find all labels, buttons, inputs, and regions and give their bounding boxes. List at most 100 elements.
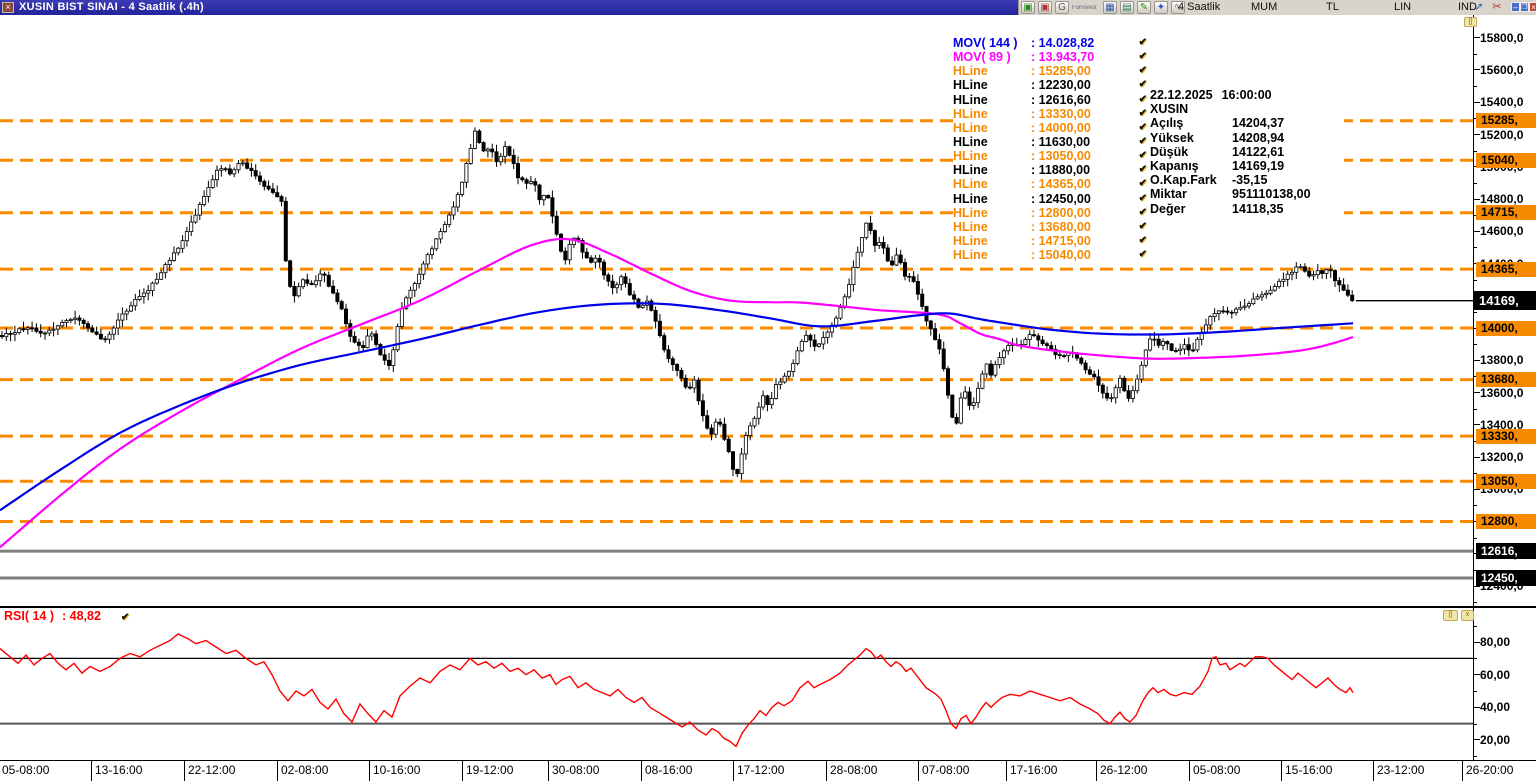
date-axis-label: 17-16:00	[1010, 763, 1058, 777]
axis-tick	[1473, 488, 1480, 490]
quote-value: 14169,19	[1232, 159, 1285, 174]
check-icon[interactable]: ✔	[1138, 235, 1147, 247]
hline-price-tag[interactable]: 13330,	[1476, 428, 1536, 444]
axis-tick	[1473, 706, 1480, 708]
period-selector[interactable]: 4 Saatlik	[1178, 1, 1221, 13]
quote-row: Kapanış 14169,19	[1150, 159, 1344, 173]
pane-divider[interactable]	[0, 606, 1536, 608]
axis-border	[1473, 15, 1474, 760]
check-icon[interactable]: ✔	[1138, 107, 1147, 119]
hline-price-tag[interactable]: 12800,	[1476, 514, 1536, 529]
legend-series-value: : 13050,00	[1031, 149, 1091, 164]
check-icon[interactable]: ✔	[1138, 79, 1147, 91]
price-axis-label: 15600,0	[1480, 62, 1524, 77]
check-icon[interactable]: ✔	[1138, 249, 1147, 261]
price-axis-label: 13200,0	[1480, 450, 1524, 464]
chart-type-selector[interactable]: MUM	[1251, 1, 1278, 13]
quote-value: 14208,94	[1232, 130, 1285, 145]
restore-button[interactable]: ❐	[1520, 2, 1529, 12]
scale-selector[interactable]: LIN	[1394, 1, 1412, 13]
quote-value: 14118,35	[1232, 201, 1284, 216]
quote-value: -35,15	[1232, 173, 1268, 188]
indicator-selector[interactable]: IND	[1458, 1, 1477, 13]
hline-price-tag[interactable]: 14000,	[1476, 320, 1536, 336]
pointer-arrow-icon[interactable]: ➚	[1474, 1, 1484, 13]
currency-selector[interactable]: TL	[1326, 1, 1339, 13]
legend-series-value: : 13.943,70	[1031, 50, 1095, 65]
data-table-icon[interactable]: ▦	[1103, 1, 1117, 14]
date-axis-label: 13-16:00	[95, 763, 143, 777]
check-icon[interactable]: ✔	[1138, 121, 1147, 133]
hline-price-tag[interactable]: 14365,	[1476, 261, 1536, 277]
draw-pencil-icon[interactable]: ✎	[1137, 1, 1151, 14]
legend-series-name: HLine	[953, 78, 988, 93]
quote-row: Düşük 14122,61	[1150, 145, 1344, 159]
check-icon[interactable]: ✔	[1138, 220, 1147, 232]
check-icon[interactable]: ✔	[1138, 51, 1147, 63]
window-close-box-icon[interactable]: ×	[2, 2, 14, 13]
check-icon[interactable]: ✔	[1138, 206, 1147, 218]
pane-maximize-button[interactable]: []	[1464, 17, 1477, 27]
check-icon[interactable]: ✔	[120, 612, 130, 623]
quote-label: Miktar	[1150, 187, 1187, 202]
check-icon[interactable]: ✔	[1138, 136, 1147, 148]
window-titlebar[interactable]: × XUSIN BIST SINAI - 4 Saatlik (.4h) ▣ ▣ G…	[0, 0, 1536, 15]
date-axis-label: 28-08:00	[830, 763, 878, 777]
chart-panel-icon[interactable]: ▤	[1120, 1, 1134, 14]
tools-icon[interactable]: ✂	[1492, 1, 1502, 13]
legend-row: HLine: 11630,00 ✔	[953, 135, 1153, 149]
check-icon[interactable]: ✔	[1138, 150, 1147, 162]
legend-row: HLine: 13680,00 ✔	[953, 220, 1153, 234]
check-icon[interactable]: ✔	[1138, 93, 1147, 105]
close-button[interactable]: ×	[1529, 2, 1536, 12]
check-icon[interactable]: ✔	[1138, 164, 1147, 176]
date-axis-tick	[641, 761, 642, 781]
axis-minor-tick	[1473, 86, 1477, 88]
legend-series-value: : 12230,00	[1031, 78, 1091, 93]
rsi-chart-canvas[interactable]	[0, 608, 1536, 760]
quote-time: 16:00:00	[1221, 88, 1272, 102]
hline-price-tag[interactable]: 13680,	[1476, 372, 1536, 388]
legend-series-name: HLine	[953, 205, 988, 220]
date-axis-label: 17-12:00	[737, 763, 785, 777]
rsi-line	[0, 633, 1354, 748]
check-icon[interactable]: ✔	[1138, 37, 1147, 49]
check-icon[interactable]: ✔	[1138, 192, 1147, 204]
rsi-maximize-button[interactable]: []	[1443, 610, 1458, 621]
toolbar-icons-group: ▣ ▣ G Forinvest ▦ ▤ ✎ ✦ ∿	[1021, 1, 1185, 14]
axis-minor-tick	[1473, 182, 1477, 184]
hline-price-tag[interactable]: 15040,	[1476, 152, 1536, 168]
date-axis-tick	[1096, 761, 1097, 781]
price-axis-label: 13600,0	[1480, 385, 1524, 400]
last-price-tag[interactable]: 14169,	[1474, 291, 1536, 311]
minimize-button[interactable]: –	[1511, 2, 1520, 12]
hline-price-tag[interactable]: 13050,	[1476, 473, 1536, 489]
legend-series-value: : 15285,00	[1031, 64, 1091, 79]
line-tool-icon[interactable]: ∿	[1171, 1, 1185, 14]
legend-row: MOV( 144 ): 14.028,82 ✔	[953, 36, 1153, 50]
hline-price-tag[interactable]: 14715,	[1476, 205, 1536, 221]
hline-price-tag[interactable]: 15285,	[1476, 113, 1536, 129]
chart-alert-icon[interactable]: ▣	[1038, 1, 1052, 14]
legend-series-value: : 13680,00	[1031, 219, 1091, 234]
axis-tick	[1473, 641, 1480, 643]
legend-row: HLine: 12800,00 ✔	[953, 206, 1153, 220]
hline-price-tag[interactable]: 12616,	[1476, 543, 1536, 560]
price-axis-label: 14800,0	[1480, 192, 1524, 206]
rsi-close-button[interactable]: x	[1461, 610, 1474, 621]
chart-toolbar: ▣ ▣ G Forinvest ▦ ▤ ✎ ✦ ∿ 4 Saatlik MUM TL LIN I…	[1018, 0, 1536, 15]
forinvest-logo[interactable]: G	[1055, 1, 1069, 14]
chart-workspace-icon[interactable]: ▣	[1021, 1, 1035, 14]
check-icon[interactable]: ✔	[1138, 65, 1147, 77]
hline-price-tag[interactable]: 12450,	[1476, 570, 1536, 586]
indicator-legend: MOV( 144 ): 14.028,82 ✔ MOV( 89 ): 13.943,…	[953, 36, 1153, 263]
compass-icon[interactable]: ✦	[1154, 1, 1168, 14]
legend-row: HLine: 14000,00 ✔	[953, 121, 1153, 135]
date-axis-label: 26-20:00	[1466, 763, 1514, 777]
date-axis-tick	[184, 761, 185, 781]
axis-tick	[1473, 69, 1480, 71]
legend-series-value: : 12450,00	[1031, 191, 1091, 206]
legend-row: HLine : 12230,00 ✔	[953, 78, 1153, 92]
check-icon[interactable]: ✔	[1138, 178, 1147, 190]
